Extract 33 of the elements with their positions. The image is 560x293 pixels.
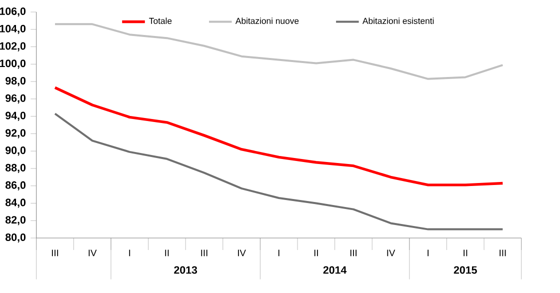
y-tick-label: 88,0 — [6, 164, 26, 174]
x-tick-label: I — [129, 250, 130, 256]
y-tick-label: 82,0 — [6, 216, 26, 226]
y-tick-label: 98,0 — [6, 76, 26, 86]
y-tick-label: 106,0 — [0, 7, 26, 17]
y-tick-label: 104,0 — [0, 24, 26, 34]
x-tick-label: I — [278, 250, 280, 256]
y-tick-label: 94,0 — [6, 112, 26, 121]
x-tick-label: II — [314, 250, 318, 256]
y-tick-label: 100,0 — [0, 60, 26, 69]
text: 2015 — [454, 266, 477, 274]
x-tick-label: III — [500, 250, 506, 256]
text: 2013 — [174, 266, 198, 274]
y-tick-label: 96,0 — [6, 94, 26, 104]
x-tick-label: I — [428, 250, 429, 256]
y-tick-label: 86,0 — [6, 181, 26, 190]
x-tick-label: IV — [88, 250, 97, 256]
x-tick-label: III — [350, 250, 356, 256]
legend-label: Abitazioni nuove — [235, 18, 299, 24]
x-tick-label: III — [201, 250, 208, 256]
legend-label: Abitazioni esistenti — [362, 18, 434, 24]
x-tick-label: IV — [238, 250, 246, 256]
x-tick-label: II — [464, 250, 468, 256]
x-tick-label: IV — [387, 250, 396, 256]
y-tick-label: 90,0 — [6, 146, 26, 156]
y-tick-label: 84,0 — [6, 198, 26, 208]
text: 2014 — [323, 266, 347, 274]
x-tick-label: II — [165, 250, 169, 256]
y-tick-label: 80,0 — [6, 233, 26, 243]
y-tick-label: 102,0 — [0, 42, 26, 52]
legend-label: Totale — [149, 18, 172, 24]
x-tick-label: III — [52, 250, 58, 256]
y-tick-label: 92,0 — [6, 129, 26, 138]
